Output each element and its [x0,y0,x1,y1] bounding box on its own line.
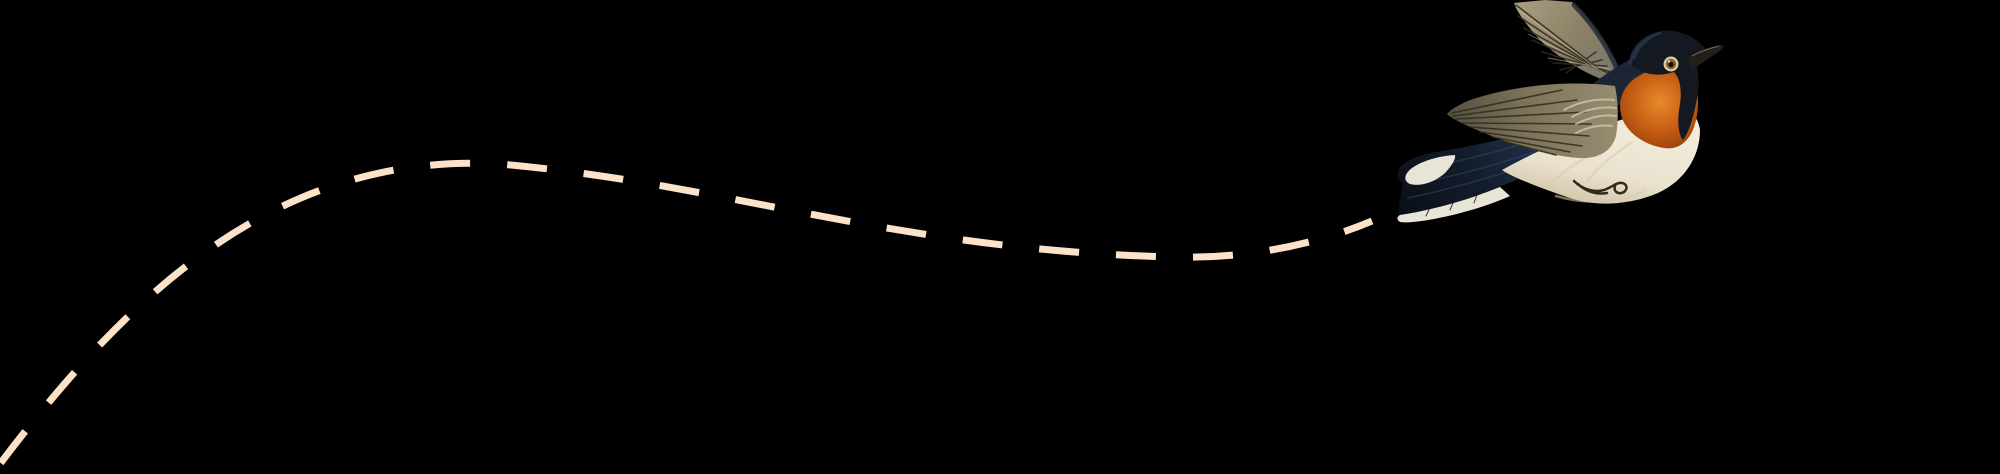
bird-tail [1397,124,1556,221]
bird-beak-ridge-highlight [1691,45,1720,57]
bird-tail-white-tips [1397,187,1510,223]
bird-near-wing-streaks [1451,89,1592,156]
bird-nape-sheen [1628,31,1662,66]
bird-beak [1688,45,1724,70]
bird-tail-tip-notches [1425,191,1479,217]
bird-illustration [1397,0,1724,223]
flight-path-dashed-line [0,159,1374,470]
bird-far-wing-highlight-streaks [1519,10,1619,85]
bird-eye-highlight [1667,60,1671,63]
bird-near-wing-covert-streaks [1563,98,1617,134]
bird-head [1629,30,1707,140]
bird-near-wing [1447,83,1618,159]
bird-eye [1663,56,1679,72]
bird-far-wing-streaks [1515,4,1621,86]
bird-eye-pupil [1668,61,1674,68]
bird-throat-patch [1620,66,1698,149]
bird-feet [1572,179,1628,195]
bird-tail-white-covert-patch [1405,155,1456,185]
